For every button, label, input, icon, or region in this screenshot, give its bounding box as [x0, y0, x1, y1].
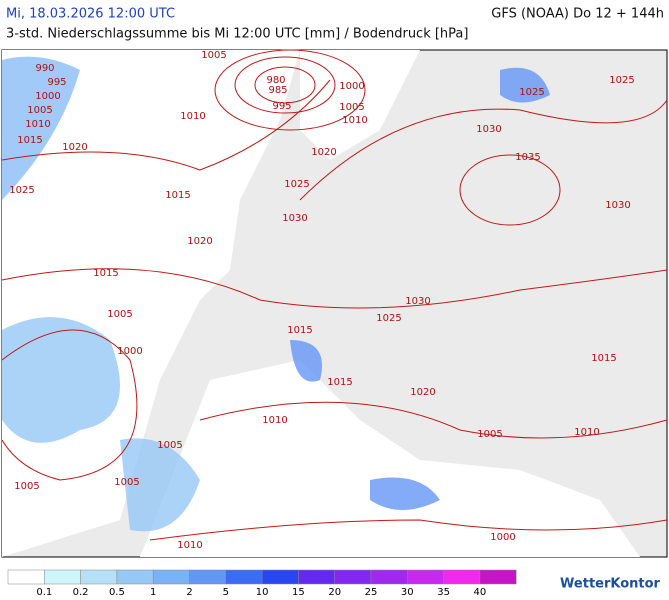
isobar-label: 1030 — [476, 124, 501, 135]
legend-swatch — [370, 569, 408, 585]
isobar-label: 1030 — [605, 200, 630, 211]
isobars — [1, 49, 668, 541]
legend-swatch — [261, 569, 299, 585]
isobar-label: 1015 — [93, 268, 118, 279]
mediterranean — [140, 360, 640, 557]
isobar-label: 1035 — [515, 152, 540, 163]
precip — [500, 67, 550, 103]
isobar-label: 1010 — [25, 119, 50, 130]
isobar-label: 990 — [35, 63, 54, 74]
isobar-label: 1015 — [287, 325, 312, 336]
legend-swatch — [443, 569, 481, 585]
isobar-label: 1000 — [35, 91, 60, 102]
isobar-label: 1025 — [609, 75, 634, 86]
isobar-label: 1005 — [339, 102, 364, 113]
isobar-label: 1020 — [62, 142, 87, 153]
logo: WetterKontor — [560, 577, 661, 592]
legend-swatch — [116, 569, 154, 585]
isobar-label: 995 — [47, 77, 66, 88]
legend-swatch — [7, 569, 45, 585]
precip — [2, 317, 120, 443]
isobar-label: 1015 — [165, 190, 190, 201]
isobar-label: 1015 — [17, 135, 42, 146]
legend-swatch — [298, 569, 335, 585]
isobar-label: 1000 — [339, 81, 364, 92]
legend-label: 35 — [437, 587, 450, 598]
legend-label: 20 — [328, 587, 341, 598]
legend-swatch — [479, 569, 517, 585]
isobar-label: 1000 — [117, 346, 142, 357]
isobar-label: 1005 — [157, 440, 182, 451]
isobar-label: 1030 — [405, 296, 430, 307]
map — [1, 49, 668, 558]
isobar-label: 1005 — [201, 50, 226, 61]
precip — [290, 340, 322, 382]
date: Mi, 18.03.2026 12:00 UTC — [6, 7, 175, 22]
isobar-label: 1015 — [591, 353, 616, 364]
isobar-label: 985 — [268, 85, 287, 96]
isobar-label: 1010 — [574, 427, 599, 438]
isobar-label: 1005 — [14, 481, 39, 492]
legend-swatch — [407, 569, 444, 585]
isobar-label: 1010 — [180, 111, 205, 122]
legend-label: 30 — [401, 587, 414, 598]
legend-swatch — [225, 569, 263, 585]
isobar-label: 1030 — [282, 213, 307, 224]
isobar-label: 995 — [272, 101, 291, 112]
legend-label: 2 — [186, 587, 192, 598]
isobar-label: 1005 — [107, 309, 132, 320]
isobar-label: 1000 — [490, 532, 515, 543]
legend: 0.1 0.2 0.5 1 2 5 10 15 20 25 30 35 40 — [7, 569, 517, 598]
model: GFS (NOAA) Do 12 + 144h — [491, 7, 664, 22]
legend-label: 1 — [150, 587, 156, 598]
legend-swatch — [152, 569, 190, 585]
isobar-label: 1025 — [376, 313, 401, 324]
legend-label: 15 — [292, 587, 305, 598]
isobar-label: 1020 — [410, 387, 435, 398]
legend-label: 0.1 — [36, 587, 52, 598]
isobar-label: 1005 — [27, 105, 52, 116]
isobar-label: 1010 — [177, 540, 202, 551]
legend-swatch — [44, 569, 81, 585]
isobar-label: 1005 — [114, 477, 139, 488]
precip — [2, 56, 80, 200]
isobar-label: 1020 — [311, 147, 336, 158]
isobar-label: 1010 — [262, 415, 287, 426]
isobar-label: 1025 — [519, 87, 544, 98]
legend-label: 0.2 — [73, 587, 89, 598]
isobar-label: 980 — [266, 75, 285, 86]
isobar-label: 1025 — [9, 185, 34, 196]
legend-label: 0.5 — [109, 587, 125, 598]
legend-label: 10 — [256, 587, 269, 598]
precip — [120, 438, 200, 532]
precip — [370, 477, 440, 510]
legend-label: 40 — [474, 587, 487, 598]
legend-swatch — [334, 569, 372, 585]
isobar-label: 1005 — [477, 429, 502, 440]
legend-label: 5 — [223, 587, 229, 598]
isobar-label: 1025 — [284, 179, 309, 190]
subtitle: 3-std. Niederschlagssumme bis Mi 12:00 U… — [6, 27, 468, 42]
isobar-label: 1020 — [187, 236, 212, 247]
legend-swatch — [80, 569, 118, 585]
isobar-label: 1015 — [327, 377, 352, 388]
isobar-label: 1010 — [342, 115, 367, 126]
legend-swatch — [189, 569, 227, 585]
legend-label: 25 — [365, 587, 378, 598]
